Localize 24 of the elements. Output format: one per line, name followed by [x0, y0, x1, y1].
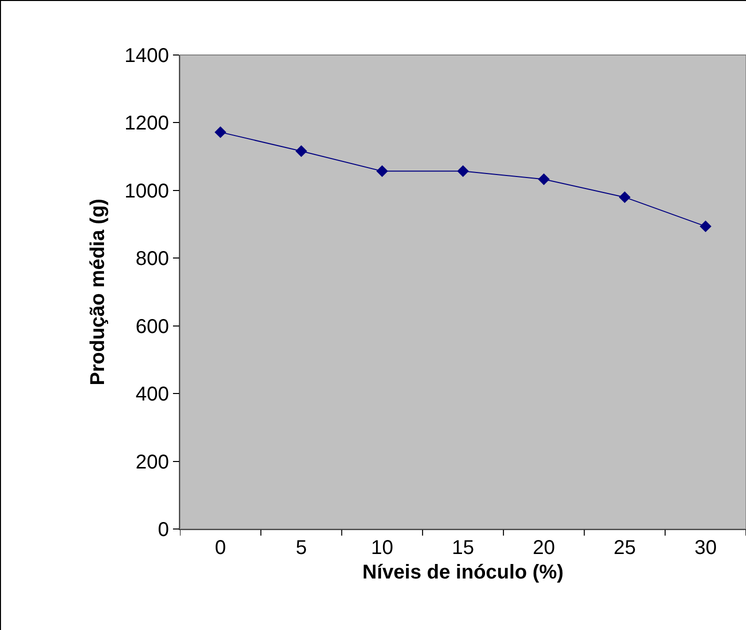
y-tick-label: 1000 [124, 180, 169, 202]
y-tick-label: 1200 [124, 112, 169, 135]
x-tick-label: 10 [371, 537, 394, 559]
x-tick-label: 15 [452, 537, 474, 559]
y-axis-title: Produção média (g) [87, 198, 109, 386]
x-tick-label: 20 [532, 537, 555, 559]
y-tick-label: 400 [136, 384, 169, 406]
x-tick-label: 5 [296, 537, 307, 559]
point [376, 165, 388, 177]
x-tick-label: 25 [614, 537, 636, 559]
point [295, 145, 308, 157]
y-tick-label: 200 [136, 451, 169, 474]
x-tick-label: 0 [214, 537, 226, 559]
point [538, 173, 550, 186]
x-tick-label: 30 [694, 537, 717, 559]
y-tick-label: 0 [158, 519, 169, 541]
point [214, 126, 226, 138]
point [700, 220, 712, 232]
x-axis-title: Níveis de inóculo (%) [362, 562, 564, 584]
point [618, 191, 631, 204]
y-tick-label: 1400 [124, 45, 169, 67]
y-tick-label: 800 [136, 248, 169, 270]
y-tick-label: 600 [136, 316, 169, 338]
point [457, 165, 469, 177]
